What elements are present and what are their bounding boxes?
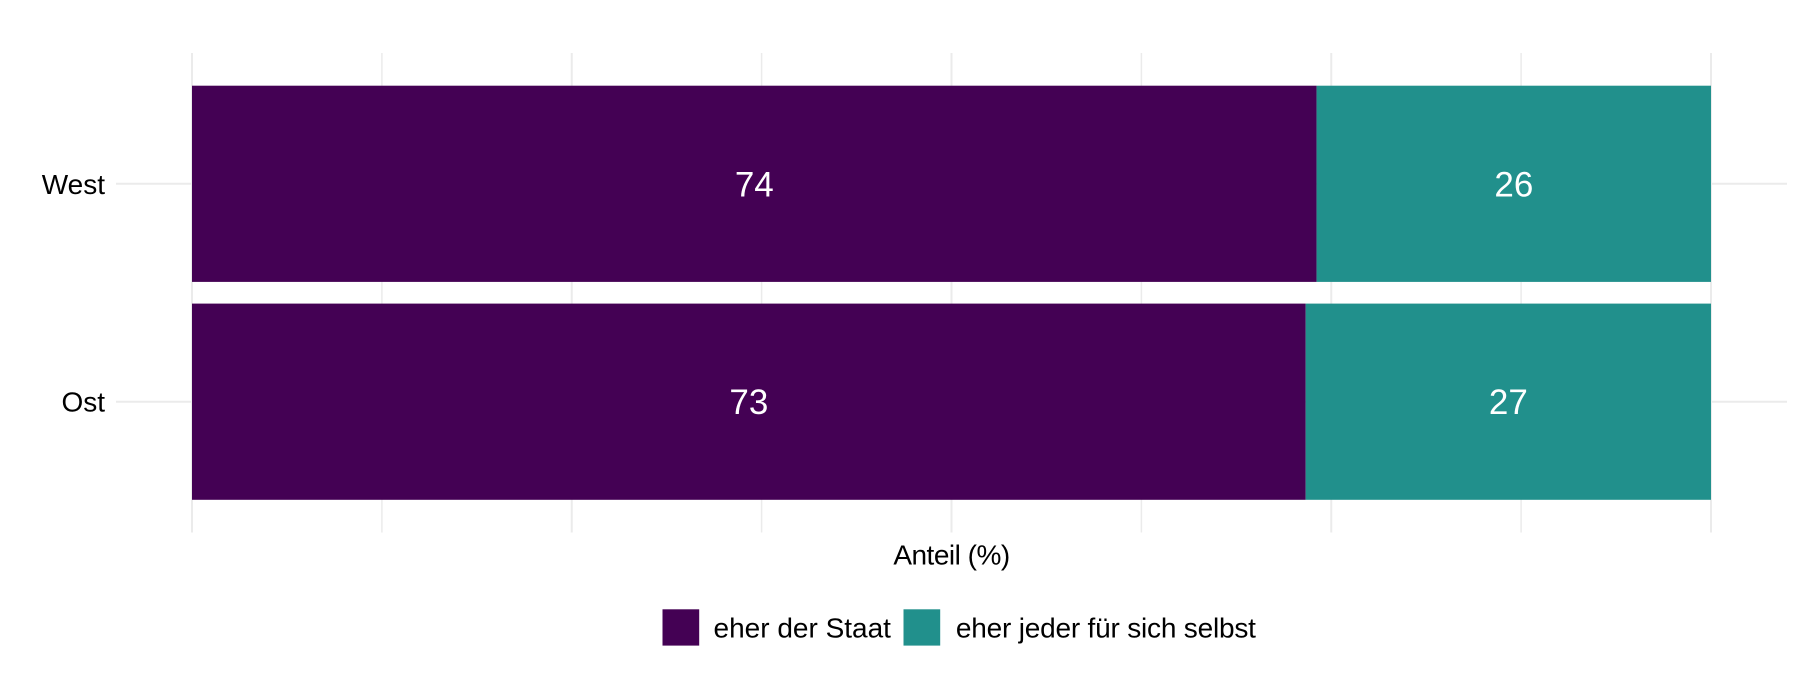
svg-text:Anteil (%): Anteil (%) bbox=[893, 540, 1009, 571]
svg-text:Ost: Ost bbox=[61, 387, 105, 418]
svg-text:73: 73 bbox=[729, 383, 768, 422]
svg-text:eher der Staat: eher der Staat bbox=[714, 613, 892, 644]
svg-text:eher jeder für sich selbst: eher jeder für sich selbst bbox=[956, 613, 1256, 644]
svg-text:West: West bbox=[42, 169, 105, 200]
svg-text:26: 26 bbox=[1494, 165, 1533, 204]
svg-text:27: 27 bbox=[1489, 383, 1528, 422]
svg-text:74: 74 bbox=[735, 165, 774, 204]
